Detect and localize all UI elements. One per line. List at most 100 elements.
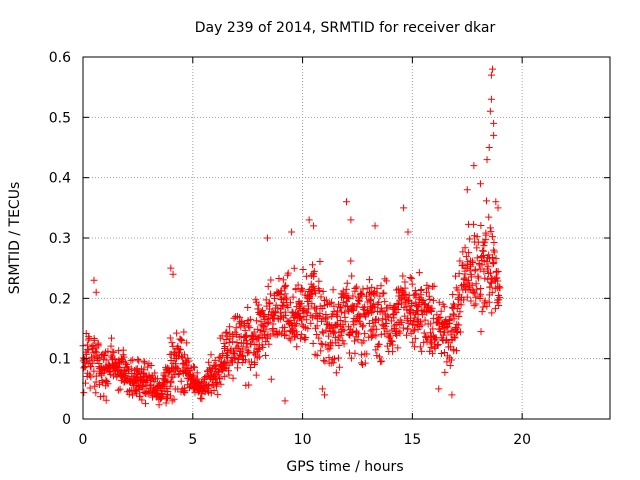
data-point [100, 369, 108, 377]
data-point [354, 330, 362, 338]
tick-labels: 0 5 10 15 20 0 0.1 0.2 0.3 0.4 0.5 0.6 [49, 50, 531, 448]
data-point [353, 303, 361, 311]
data-point [269, 320, 277, 328]
data-point [164, 388, 172, 395]
data-point [140, 366, 148, 374]
data-point [252, 371, 260, 379]
data-point [144, 363, 152, 371]
data-point [465, 249, 473, 257]
data-point [470, 162, 478, 170]
data-point [351, 349, 359, 357]
data-point [351, 284, 359, 292]
data-point [474, 274, 482, 282]
data-point [359, 285, 367, 293]
data-point [440, 348, 448, 356]
data-point [419, 297, 427, 305]
data-point [477, 290, 485, 298]
data-point [437, 349, 445, 357]
data-point [262, 325, 270, 333]
data-point [120, 368, 128, 376]
data-point [477, 222, 485, 230]
data-point [302, 334, 310, 342]
data-point [398, 318, 406, 326]
data-point [279, 276, 287, 284]
data-point [463, 264, 471, 272]
data-point [299, 266, 307, 274]
data-point [412, 290, 420, 298]
data-point [310, 267, 318, 275]
data-point [471, 266, 479, 274]
data-point [370, 300, 378, 308]
data-point [336, 363, 344, 371]
data-point [404, 228, 412, 236]
data-point [422, 288, 430, 296]
data-point [222, 335, 230, 343]
data-point [166, 382, 174, 390]
data-point [337, 331, 345, 339]
axes [82, 56, 611, 420]
data-point [217, 380, 225, 388]
data-point [377, 330, 385, 338]
data-point [433, 341, 441, 349]
data-point [414, 325, 422, 333]
data-point [435, 298, 443, 306]
y-tick-label: 0.4 [49, 171, 71, 187]
data-point [461, 244, 469, 252]
data-point [259, 343, 267, 351]
data-point [479, 247, 487, 255]
data-point [239, 352, 247, 360]
data-point [365, 276, 373, 284]
data-point [329, 359, 337, 367]
data-point [107, 342, 115, 350]
data-point [467, 297, 475, 305]
data-point [353, 329, 361, 337]
x-tick-label: 15 [403, 432, 421, 448]
data-point [352, 316, 360, 324]
data-point [466, 235, 474, 243]
data-point [330, 329, 338, 337]
data-point [403, 303, 411, 311]
data-point [424, 284, 432, 292]
data-point [266, 332, 274, 340]
data-point [167, 378, 175, 386]
data-point [296, 301, 304, 309]
data-point [489, 65, 497, 73]
data-point [486, 269, 494, 277]
data-point [94, 353, 102, 361]
data-point [358, 291, 366, 299]
data-point [330, 355, 338, 363]
data-point [400, 204, 408, 212]
data-point [490, 246, 498, 254]
data-point [216, 374, 224, 382]
data-point [426, 329, 434, 337]
data-point [417, 307, 425, 315]
data-point [484, 262, 492, 270]
data-point [418, 321, 426, 329]
data-point [307, 319, 315, 327]
data-point [395, 300, 403, 308]
data-point [496, 294, 504, 302]
data-point [289, 293, 297, 301]
data-point [461, 270, 469, 278]
data-point [494, 277, 502, 285]
data-point [469, 258, 477, 266]
data-point [416, 343, 424, 351]
data-point [379, 315, 387, 323]
data-point [350, 337, 358, 345]
data-point [368, 283, 376, 291]
data-point [440, 303, 448, 311]
data-point [306, 294, 314, 302]
data-point [185, 357, 193, 365]
data-point [336, 303, 344, 311]
data-point [264, 318, 272, 326]
data-point [120, 353, 128, 361]
data-point [364, 307, 372, 315]
data-point [232, 324, 240, 332]
data-point [427, 320, 435, 328]
data-point [477, 328, 485, 336]
data-point [323, 314, 331, 322]
y-tick-label: 0 [62, 412, 71, 428]
x-tick-label: 0 [79, 432, 88, 448]
data-point [316, 257, 324, 265]
data-point [478, 308, 486, 316]
